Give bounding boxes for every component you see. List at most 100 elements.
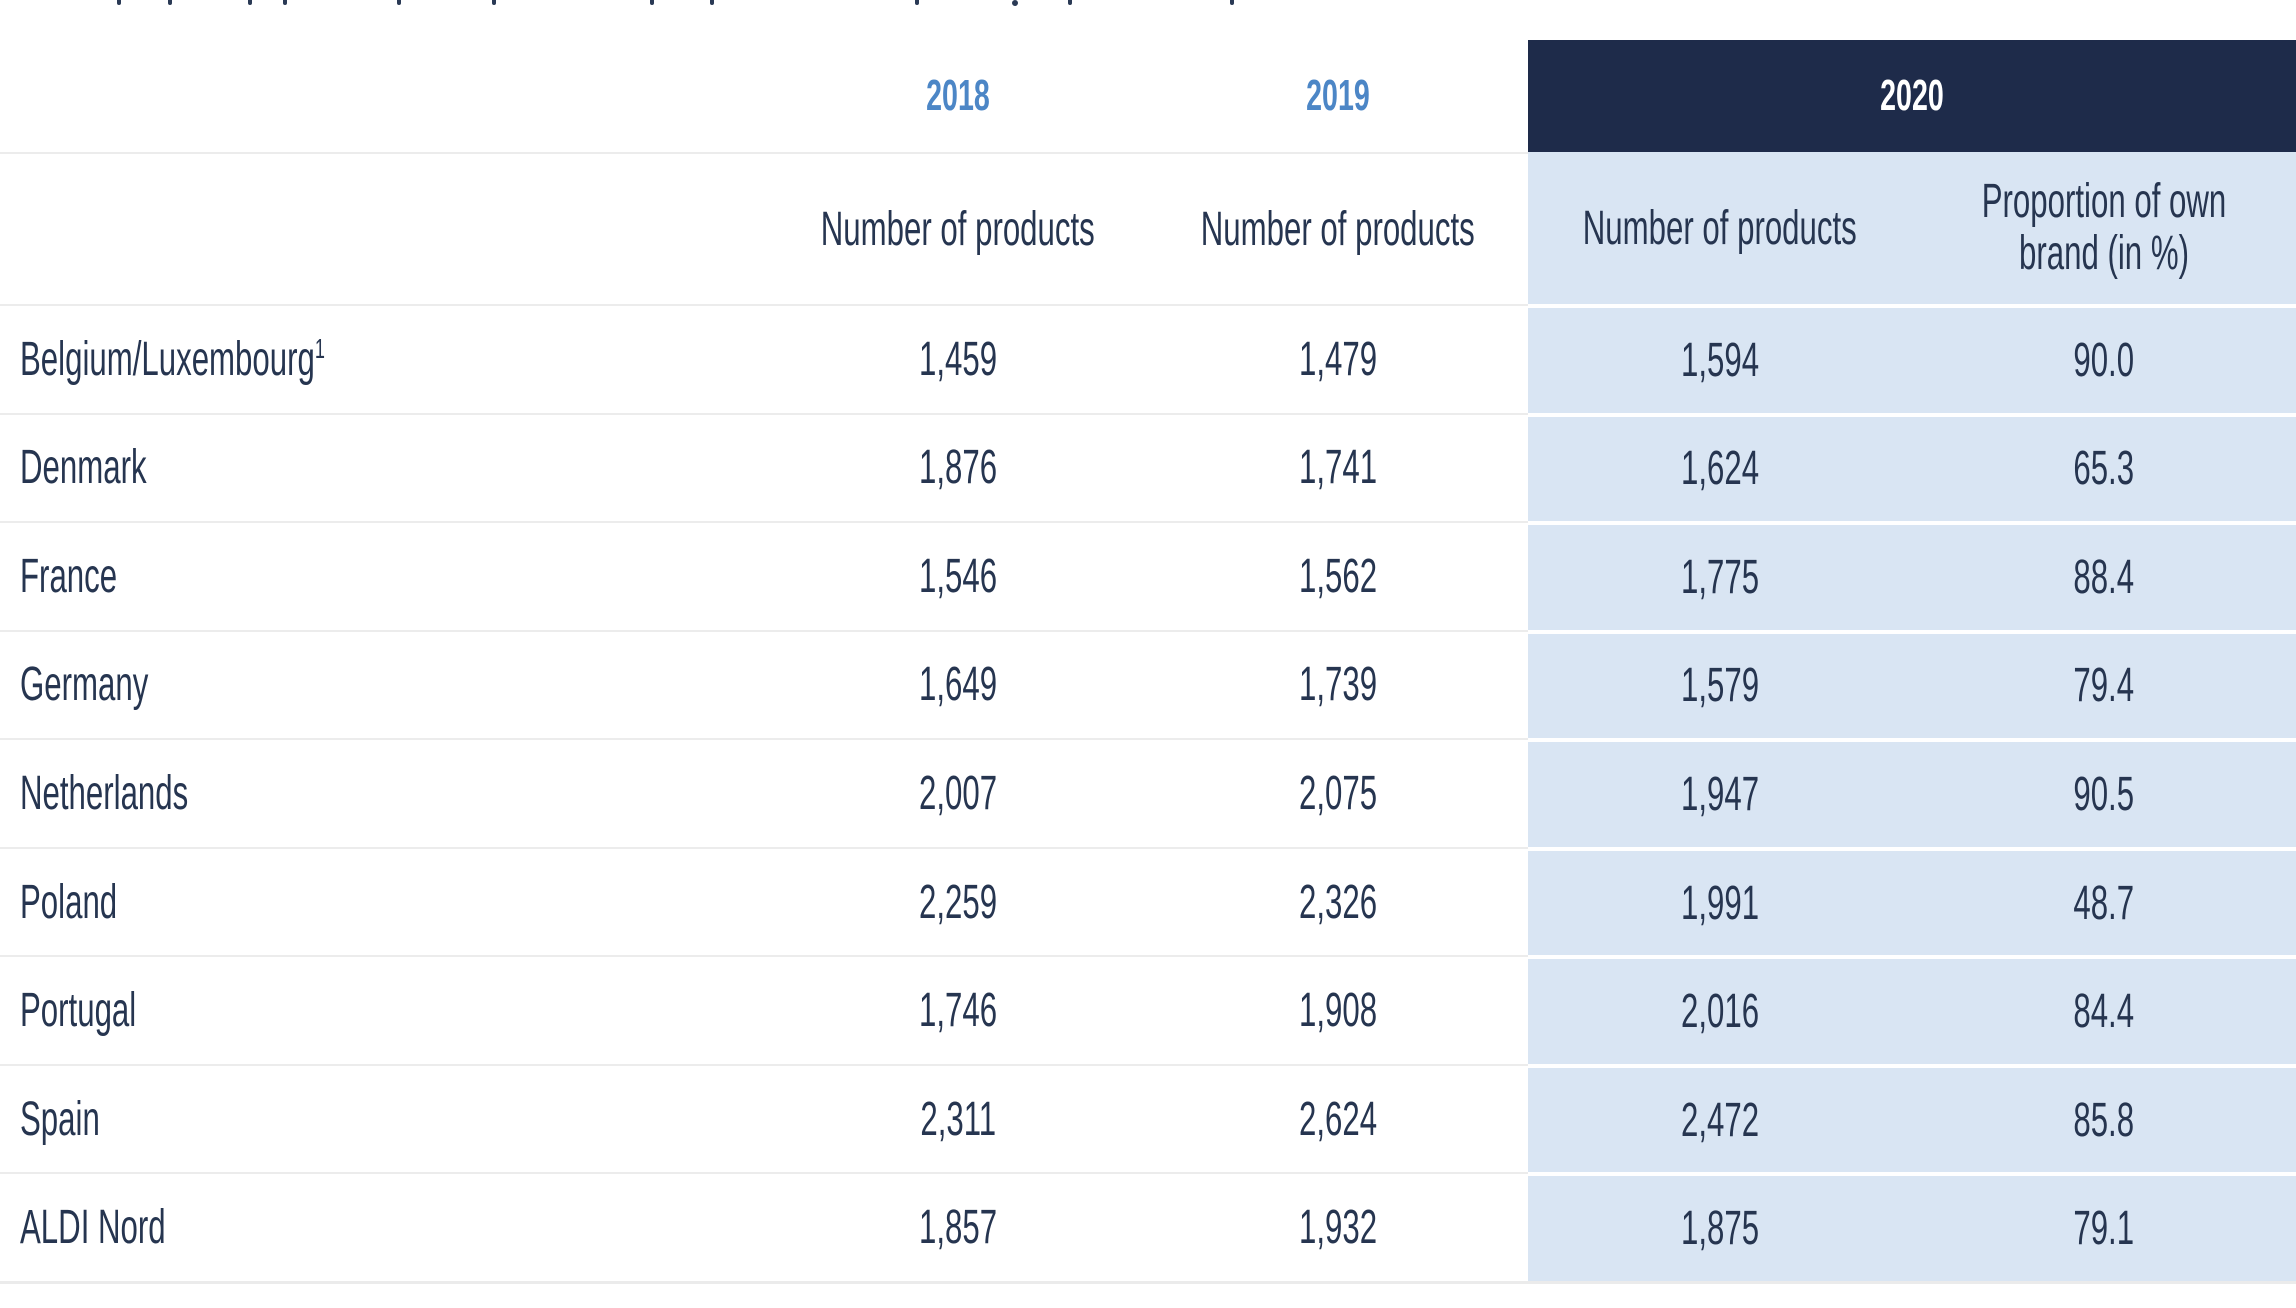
products-2020-value: 1,624 bbox=[1681, 441, 1759, 496]
country-label: France bbox=[20, 550, 117, 603]
own-brand-share-2020-cell: 88.4 bbox=[1912, 521, 2296, 630]
products-2019-value: 1,908 bbox=[1299, 983, 1377, 1038]
country-footnote-marker: 1 bbox=[315, 333, 325, 364]
products-2020-value: 2,472 bbox=[1681, 1093, 1759, 1148]
products-2018-cell: 2,007 bbox=[768, 738, 1148, 847]
products-2019-cell: 2,075 bbox=[1148, 738, 1528, 847]
products-2019-value: 1,739 bbox=[1299, 657, 1377, 712]
products-2019-value: 1,479 bbox=[1299, 332, 1377, 387]
products-2019-cell: 1,908 bbox=[1148, 955, 1528, 1064]
cropped-caption-fragments bbox=[0, 0, 2296, 6]
subheader-country-spacer bbox=[0, 152, 768, 304]
products-2018-value: 1,857 bbox=[919, 1200, 997, 1255]
country-label: Portugal bbox=[20, 984, 136, 1037]
products-2018-cell: 1,459 bbox=[768, 304, 1148, 413]
own-brand-share-2020-value: 79.4 bbox=[2074, 658, 2135, 713]
country-cell: Poland bbox=[0, 847, 768, 956]
country-cell: Spain bbox=[0, 1064, 768, 1173]
products-2020-cell: 1,947 bbox=[1528, 738, 1912, 847]
products-2018-value: 1,459 bbox=[919, 332, 997, 387]
products-2019-value: 1,562 bbox=[1299, 549, 1377, 604]
products-2018-value: 2,311 bbox=[920, 1092, 996, 1147]
products-2020-cell: 2,472 bbox=[1528, 1064, 1912, 1173]
products-2019-value: 2,624 bbox=[1299, 1092, 1377, 1147]
table-row: Belgium/Luxembourg1 1,459 1,479 1,594 90… bbox=[0, 304, 2296, 413]
products-2018-value: 1,649 bbox=[919, 657, 997, 712]
year-header-spacer bbox=[0, 40, 768, 152]
own-brand-share-2020-value: 85.8 bbox=[2074, 1093, 2135, 1148]
own-brand-share-2020-cell: 90.5 bbox=[1912, 738, 2296, 847]
own-brand-share-2020-cell: 90.0 bbox=[1912, 304, 2296, 413]
country-label: Netherlands bbox=[20, 767, 188, 820]
own-brand-share-2020-value: 65.3 bbox=[2074, 441, 2135, 496]
country-label: Belgium/Luxembourg bbox=[20, 333, 315, 386]
products-2019-cell: 1,741 bbox=[1148, 413, 1528, 522]
products-by-country-table: 2018 2019 2020 Number of products Number… bbox=[0, 40, 2296, 1281]
own-brand-share-2020-cell: 65.3 bbox=[1912, 413, 2296, 522]
year-2019-header: 2019 bbox=[1148, 40, 1528, 152]
table-bottom-divider bbox=[0, 1281, 2296, 1284]
subheader-own-brand-share-2020: Proportion of own brand (in %) bbox=[1912, 152, 2296, 304]
products-2020-cell: 1,624 bbox=[1528, 413, 1912, 522]
own-brand-share-2020-value: 84.4 bbox=[2074, 984, 2135, 1039]
own-brand-share-2020-value: 90.5 bbox=[2074, 767, 2135, 822]
products-2019-cell: 1,932 bbox=[1148, 1172, 1528, 1281]
products-2018-value: 2,007 bbox=[919, 766, 997, 821]
year-2020-label: 2020 bbox=[1880, 71, 1944, 121]
country-cell: Netherlands bbox=[0, 738, 768, 847]
own-brand-share-2020-value: 48.7 bbox=[2074, 876, 2135, 931]
country-cell: Germany bbox=[0, 630, 768, 739]
products-2019-value: 1,741 bbox=[1299, 440, 1377, 495]
products-2019-value: 2,326 bbox=[1299, 875, 1377, 930]
products-2019-cell: 1,562 bbox=[1148, 521, 1528, 630]
table-row: Germany 1,649 1,739 1,579 79.4 bbox=[0, 630, 2296, 739]
products-2020-cell: 1,775 bbox=[1528, 521, 1912, 630]
products-2018-value: 1,546 bbox=[919, 549, 997, 604]
products-2018-cell: 2,259 bbox=[768, 847, 1148, 956]
own-brand-share-2020-cell: 48.7 bbox=[1912, 847, 2296, 956]
products-2020-cell: 1,875 bbox=[1528, 1172, 1912, 1281]
subheader-row: Number of products Number of products Nu… bbox=[0, 152, 2296, 304]
own-brand-share-2020-value: 90.0 bbox=[2074, 333, 2135, 388]
subheader-products-2019: Number of products bbox=[1148, 152, 1528, 304]
products-2018-cell: 2,311 bbox=[768, 1064, 1148, 1173]
country-label: ALDI Nord bbox=[20, 1201, 166, 1254]
year-2020-header: 2020 bbox=[1528, 40, 2296, 152]
products-2019-value: 2,075 bbox=[1299, 766, 1377, 821]
products-table-page: 2018 2019 2020 Number of products Number… bbox=[0, 0, 2296, 1308]
own-brand-share-2020-cell: 79.1 bbox=[1912, 1172, 2296, 1281]
year-2018-header: 2018 bbox=[768, 40, 1148, 152]
country-label: Germany bbox=[20, 658, 148, 711]
products-2020-value: 2,016 bbox=[1681, 984, 1759, 1039]
country-cell: Denmark bbox=[0, 413, 768, 522]
products-2020-value: 1,875 bbox=[1681, 1201, 1759, 1256]
table-row: Netherlands 2,007 2,075 1,947 90.5 bbox=[0, 738, 2296, 847]
products-2020-cell: 2,016 bbox=[1528, 955, 1912, 1064]
products-2020-value: 1,775 bbox=[1681, 550, 1759, 605]
table-row: ALDI Nord 1,857 1,932 1,875 79.1 bbox=[0, 1172, 2296, 1281]
table-row: Spain 2,311 2,624 2,472 85.8 bbox=[0, 1064, 2296, 1173]
country-cell: France bbox=[0, 521, 768, 630]
products-2019-cell: 2,624 bbox=[1148, 1064, 1528, 1173]
country-label: Poland bbox=[20, 876, 117, 929]
products-2019-cell: 1,479 bbox=[1148, 304, 1528, 413]
subheader-products-2018: Number of products bbox=[768, 152, 1148, 304]
products-2018-cell: 1,649 bbox=[768, 630, 1148, 739]
table-row: Poland 2,259 2,326 1,991 48.7 bbox=[0, 847, 2296, 956]
products-2018-cell: 1,546 bbox=[768, 521, 1148, 630]
products-2019-cell: 2,326 bbox=[1148, 847, 1528, 956]
own-brand-share-2020-cell: 84.4 bbox=[1912, 955, 2296, 1064]
own-brand-share-2020-value: 88.4 bbox=[2074, 550, 2135, 605]
products-2020-cell: 1,579 bbox=[1528, 630, 1912, 739]
products-2018-cell: 1,876 bbox=[768, 413, 1148, 522]
year-2019-label: 2019 bbox=[1306, 71, 1370, 121]
country-cell: ALDI Nord bbox=[0, 1172, 768, 1281]
country-cell: Portugal bbox=[0, 955, 768, 1064]
products-2020-cell: 1,991 bbox=[1528, 847, 1912, 956]
year-header-row: 2018 2019 2020 bbox=[0, 40, 2296, 152]
products-2020-cell: 1,594 bbox=[1528, 304, 1912, 413]
products-2018-value: 1,876 bbox=[919, 440, 997, 495]
products-2018-cell: 1,746 bbox=[768, 955, 1148, 1064]
table-row: Portugal 1,746 1,908 2,016 84.4 bbox=[0, 955, 2296, 1064]
products-2020-value: 1,991 bbox=[1681, 876, 1759, 931]
